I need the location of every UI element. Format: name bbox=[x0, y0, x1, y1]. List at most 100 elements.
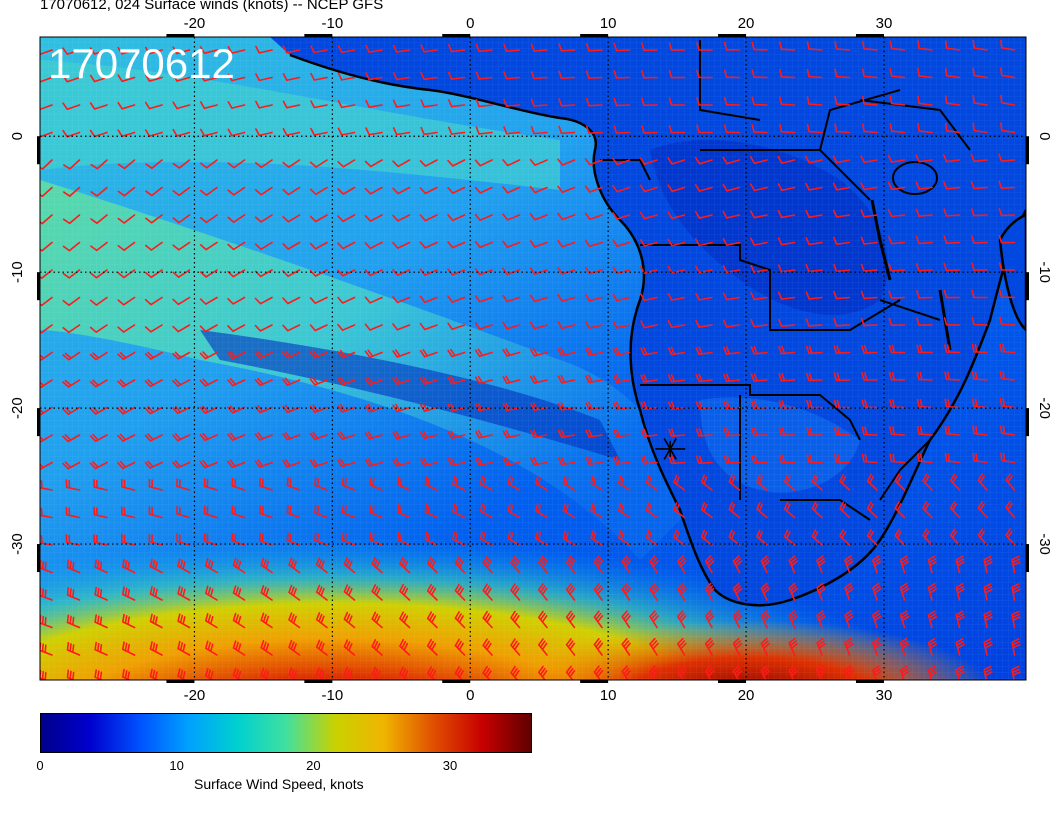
wind-barb bbox=[833, 426, 851, 436]
wind-barb bbox=[704, 665, 715, 680]
wind-barb bbox=[788, 665, 798, 680]
wind-barb bbox=[232, 612, 246, 629]
wind-barb bbox=[227, 214, 246, 223]
tick-bar bbox=[37, 544, 40, 573]
wind-barb bbox=[364, 296, 383, 304]
wind-barb bbox=[977, 528, 988, 546]
lat-label-left: -20 bbox=[9, 397, 26, 419]
wind-barb bbox=[751, 454, 768, 464]
wind-barb bbox=[750, 346, 768, 355]
wind-barb bbox=[392, 403, 411, 413]
wind-barb bbox=[371, 611, 383, 629]
wind-barb bbox=[612, 347, 631, 356]
wind-barb bbox=[844, 637, 854, 656]
wind-barb bbox=[779, 68, 796, 79]
wind-barb bbox=[227, 296, 246, 305]
wind-barb bbox=[227, 378, 246, 387]
wind-barb bbox=[40, 214, 53, 225]
wind-barb bbox=[310, 100, 328, 109]
wind-barb bbox=[700, 529, 713, 546]
wind-barb bbox=[565, 555, 576, 574]
wind-barb bbox=[254, 324, 273, 332]
wind-barb bbox=[337, 431, 356, 440]
wind-barb bbox=[89, 433, 108, 442]
wind-barb bbox=[723, 96, 741, 106]
wind-barb bbox=[454, 666, 464, 680]
wind-barb bbox=[530, 348, 548, 357]
wind-barb bbox=[972, 398, 988, 409]
wind-barb bbox=[255, 128, 273, 137]
wind-barb bbox=[943, 181, 961, 190]
wind-barb bbox=[507, 503, 521, 519]
wind-barb bbox=[144, 269, 163, 279]
wind-barb bbox=[392, 159, 411, 168]
wind-barb bbox=[862, 123, 878, 134]
wind-barb bbox=[260, 640, 273, 656]
lat-label-right: -20 bbox=[1036, 397, 1053, 419]
wind-barb bbox=[144, 460, 163, 469]
wind-barb bbox=[640, 428, 658, 438]
wind-barb bbox=[1040, 584, 1048, 600]
wind-barb bbox=[695, 346, 713, 356]
wind-barb bbox=[66, 642, 81, 656]
wind-barb bbox=[177, 668, 187, 680]
wind-barb bbox=[788, 610, 798, 629]
wind-barb bbox=[927, 637, 937, 656]
wind-barb bbox=[887, 154, 906, 163]
lat-label-left: 0 bbox=[9, 132, 26, 140]
wind-barb bbox=[503, 126, 521, 135]
wind-barb bbox=[916, 426, 933, 436]
wind-barb bbox=[309, 159, 328, 168]
wind-barb bbox=[584, 158, 603, 166]
wind-barb bbox=[260, 612, 273, 629]
wind-barb bbox=[227, 186, 246, 196]
wind-barb bbox=[562, 502, 576, 519]
wind-barb bbox=[999, 343, 1016, 354]
wind-barb bbox=[94, 641, 108, 656]
wind-barb bbox=[613, 456, 631, 465]
wind-barb bbox=[260, 557, 273, 574]
wind-barb bbox=[833, 291, 851, 300]
wind-barb bbox=[176, 478, 191, 491]
wind-barb bbox=[695, 455, 713, 464]
tick-bar bbox=[580, 680, 609, 683]
wind-barb bbox=[944, 95, 961, 106]
wind-barb bbox=[860, 155, 878, 164]
wind-barb bbox=[695, 211, 713, 219]
wind-barb bbox=[612, 293, 631, 302]
wind-barb bbox=[971, 316, 988, 326]
wind-barb bbox=[454, 611, 466, 629]
wind-barb bbox=[172, 73, 191, 82]
wind-barb bbox=[695, 373, 713, 383]
wind-barb bbox=[399, 556, 411, 574]
wind-barb bbox=[612, 212, 631, 220]
wind-barb bbox=[888, 317, 906, 327]
wind-barb bbox=[1029, 68, 1042, 78]
wind-barb bbox=[756, 474, 768, 491]
colorbar-tick-label: 20 bbox=[306, 758, 321, 773]
wind-barb bbox=[645, 502, 658, 519]
wind-barb bbox=[816, 555, 826, 574]
wind-barb bbox=[176, 533, 191, 546]
wind-barb bbox=[426, 638, 438, 656]
wind-barb bbox=[89, 406, 108, 415]
wind-barb bbox=[149, 613, 163, 629]
wind-barb bbox=[117, 433, 136, 442]
wind-barb bbox=[310, 45, 328, 54]
wind-barb bbox=[972, 452, 988, 464]
wind-barb bbox=[860, 182, 878, 191]
wind-barb bbox=[337, 296, 356, 304]
wind-barb bbox=[510, 610, 521, 629]
wind-barb bbox=[503, 43, 521, 52]
wind-barb bbox=[621, 582, 631, 601]
wind-barb bbox=[448, 99, 466, 108]
wind-barb bbox=[371, 666, 381, 680]
wind-barb bbox=[621, 637, 631, 656]
wind-barb bbox=[365, 127, 383, 136]
wind-barb bbox=[420, 44, 438, 53]
wind-barb bbox=[177, 613, 191, 629]
wind-barb bbox=[447, 322, 466, 331]
wind-barb bbox=[816, 665, 826, 680]
tick-bar bbox=[1026, 136, 1029, 165]
wind-barb bbox=[309, 214, 328, 223]
